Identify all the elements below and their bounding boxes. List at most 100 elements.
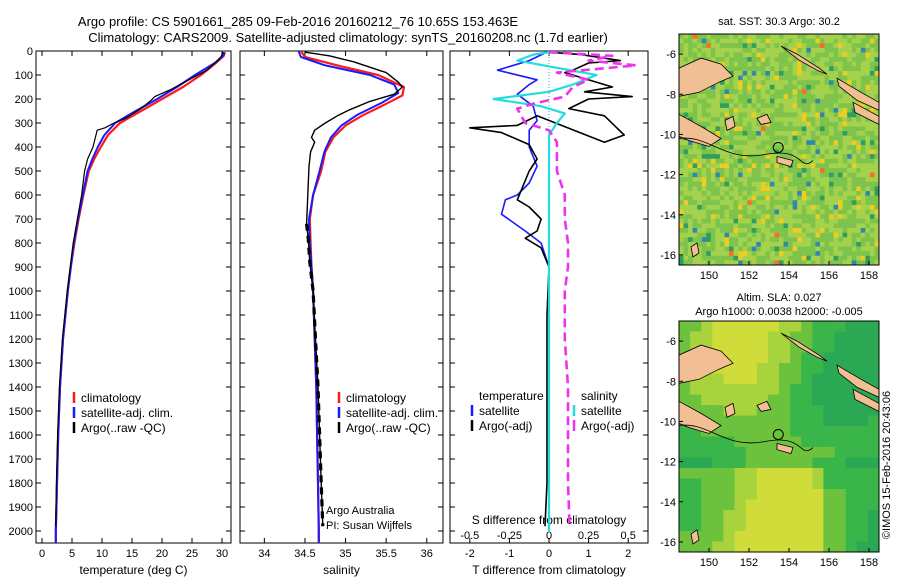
sst-map-cell	[769, 260, 775, 265]
sst-map-cell	[706, 218, 712, 224]
sst-map-cell	[865, 228, 871, 234]
sla-map-cell	[723, 499, 735, 511]
sst-map-cell	[833, 237, 839, 243]
sst-map-cell	[719, 241, 725, 247]
sst-map-cell	[733, 107, 739, 113]
sst-map-cell	[810, 181, 816, 187]
sst-map-cell	[719, 43, 725, 49]
sst-map-cell	[760, 38, 766, 44]
sst-map-cell	[697, 218, 703, 224]
sst-map-cell	[856, 260, 862, 265]
sla-map-cell	[823, 531, 835, 542]
sst-map-cell	[719, 94, 725, 100]
sst-map-cell	[760, 204, 766, 210]
sla-map-cell	[779, 405, 791, 416]
sst-map-cell	[833, 66, 839, 72]
sst-map-xtick-label-1: 152	[740, 270, 758, 282]
sst-map-cell	[779, 57, 784, 63]
temperature-xaxis-tick-label-0: 0	[39, 548, 45, 560]
sst-map-cell	[769, 237, 775, 243]
sst-map-cell	[824, 200, 830, 206]
sla-map-cell	[767, 520, 780, 532]
sst-map-cell	[806, 195, 812, 201]
sst-map-cell	[719, 89, 725, 95]
sst-map-cell	[824, 43, 830, 49]
sst-map-cell	[833, 144, 839, 150]
sst-map-cell	[833, 154, 839, 160]
sst-map-cell	[842, 191, 848, 197]
sst-map-cell	[847, 209, 853, 215]
sst-map-cell	[760, 75, 766, 81]
sla-map-cell	[734, 541, 747, 552]
sst-map-cell	[683, 191, 689, 197]
sst-map-cell	[810, 131, 816, 137]
sst-map-cell	[733, 112, 739, 118]
sst-map-cell	[701, 168, 707, 174]
sst-map-cell	[801, 191, 807, 197]
sst-map-cell	[724, 34, 730, 40]
sla-map-cell	[856, 489, 869, 500]
sla-map-cell	[823, 426, 835, 437]
temperature-legend-label-1: satellite-adj. clim.	[81, 406, 173, 420]
sla-map-cell	[856, 499, 869, 511]
sst-map-cell	[833, 140, 839, 146]
sst-map-cell	[765, 66, 771, 72]
sst-map-cell	[797, 149, 803, 155]
sla-map-cell	[723, 447, 735, 458]
sst-map-cell	[729, 237, 734, 243]
sst-map-cell	[738, 246, 744, 252]
sst-map-cell	[679, 177, 684, 183]
sst-map-cell	[742, 135, 748, 141]
sla-map-cell	[712, 426, 724, 437]
sst-map-cell	[819, 66, 825, 72]
sst-map-cell	[779, 131, 784, 137]
sst-map-cell	[747, 112, 753, 118]
sla-map-cell	[812, 531, 824, 542]
sst-map-cell	[779, 75, 784, 81]
sst-map-cell	[792, 260, 798, 265]
sla-map-land-new-georgia	[852, 388, 879, 412]
sst-map-cell	[833, 126, 839, 132]
sst-map-cell	[760, 158, 766, 164]
sst-map-cell	[788, 112, 794, 118]
sla-map-cell	[756, 426, 769, 437]
sst-map-cell	[715, 131, 721, 137]
sst-map-cell	[706, 107, 712, 113]
sla-map-cell	[845, 447, 858, 458]
sst-map-cell	[819, 200, 825, 206]
sla-map-cell	[867, 363, 879, 374]
sst-map-cell	[742, 241, 748, 247]
sla-map-cell	[845, 405, 858, 416]
sla-map-cell	[845, 478, 858, 490]
sst-map-cell	[842, 57, 848, 63]
sst-map-cell	[874, 38, 879, 44]
sst-map-cell	[769, 43, 775, 49]
sst-map-cell	[769, 177, 775, 183]
sst-map-cell	[742, 43, 748, 49]
sla-map-cell	[867, 520, 879, 532]
sla-map-cell	[834, 342, 847, 353]
sst-map-cell	[869, 260, 875, 265]
sst-map-cell	[765, 103, 771, 109]
sst-map-cell	[697, 177, 703, 183]
sst-map-cell	[806, 260, 812, 265]
sla-map-cell	[701, 447, 713, 458]
sst-map-cell	[724, 232, 730, 238]
sst-map-cell	[869, 140, 875, 146]
sst-map-cell	[692, 163, 698, 169]
sst-map-cell	[769, 246, 775, 252]
sla-map-cell	[845, 384, 858, 395]
sst-map-cell	[856, 66, 862, 72]
sst-map-cell	[769, 149, 775, 155]
sst-map-cell	[824, 98, 830, 104]
sst-map-cell	[774, 172, 780, 178]
sst-map-cell	[865, 38, 871, 44]
sst-map-cell	[701, 246, 707, 252]
sla-map-cell	[845, 457, 858, 469]
sst-map-cell	[692, 34, 698, 40]
sst-map-cell	[797, 195, 803, 201]
sst-map-cell	[815, 228, 821, 234]
sst-map-cell	[801, 246, 807, 252]
sst-map-cell	[760, 43, 766, 49]
sst-map-cell	[779, 168, 784, 174]
